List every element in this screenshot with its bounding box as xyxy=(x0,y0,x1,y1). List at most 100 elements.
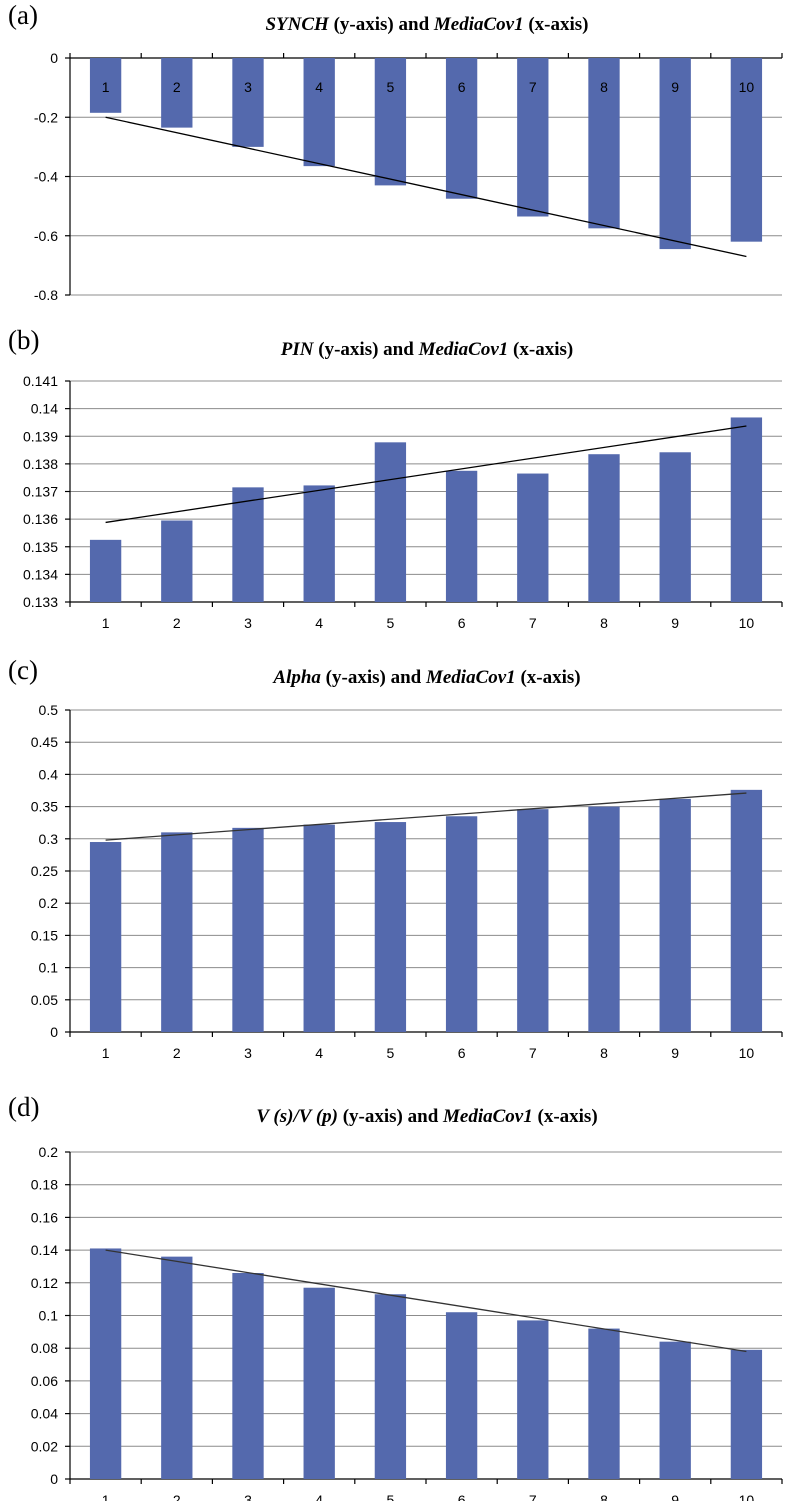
x-tick-label: 6 xyxy=(458,79,466,95)
bar-9 xyxy=(660,1342,691,1479)
x-tick-label: 8 xyxy=(600,79,608,95)
y-tick-label: 0.05 xyxy=(31,992,58,1008)
bar-7 xyxy=(517,474,548,602)
y-tick-label: -0.8 xyxy=(34,287,58,303)
bar-2 xyxy=(161,1257,192,1479)
x-tick-label: 4 xyxy=(315,79,323,95)
x-tick-label: 1 xyxy=(102,1492,110,1501)
bar-7 xyxy=(517,1320,548,1479)
y-tick-label: 0.06 xyxy=(31,1373,58,1389)
x-tick-label: 4 xyxy=(315,1492,323,1501)
x-tick-label: 6 xyxy=(458,1492,466,1501)
y-tick-label: 0.135 xyxy=(23,539,58,555)
y-tick-label: 0.2 xyxy=(39,895,59,911)
bar-3 xyxy=(232,1273,263,1479)
bar-6 xyxy=(446,471,477,602)
trendline xyxy=(106,793,747,840)
bar-10 xyxy=(731,417,762,602)
x-tick-label: 9 xyxy=(671,615,679,631)
x-tick-label: 5 xyxy=(387,1492,395,1501)
x-tick-label: 10 xyxy=(739,79,755,95)
x-tick-label: 4 xyxy=(315,615,323,631)
x-tick-label: 2 xyxy=(173,1045,181,1061)
y-tick-label: 0.134 xyxy=(23,566,58,582)
y-tick-label: 0.5 xyxy=(39,702,59,718)
y-tick-label: 0.137 xyxy=(23,484,58,500)
bar-1 xyxy=(90,1248,121,1479)
bar-8 xyxy=(588,1329,619,1479)
y-tick-label: 0.133 xyxy=(23,594,58,610)
bar-5 xyxy=(375,822,406,1032)
y-tick-label: 0.1 xyxy=(39,960,59,976)
y-tick-label: 0.2 xyxy=(39,1144,59,1160)
x-tick-label: 10 xyxy=(739,1045,755,1061)
chart-svg-c: 0.50.450.40.350.30.250.20.150.10.0501 2 3 4… xyxy=(0,655,794,1055)
y-tick-label: 0.25 xyxy=(31,863,58,879)
x-tick-label: 8 xyxy=(600,1492,608,1501)
bar-8 xyxy=(588,807,619,1032)
trendline xyxy=(106,426,747,522)
x-tick-label: 3 xyxy=(244,1045,252,1061)
bar-3 xyxy=(232,828,263,1032)
y-tick-label: 0.15 xyxy=(31,927,58,943)
x-tick-label: 7 xyxy=(529,1045,537,1061)
x-tick-label: 4 xyxy=(315,1045,323,1061)
bar-1 xyxy=(90,842,121,1032)
x-tick-label: 2 xyxy=(173,1492,181,1501)
y-tick-label: 0.141 xyxy=(23,373,58,389)
y-tick-label: 0.14 xyxy=(31,401,58,417)
x-tick-label: 10 xyxy=(739,615,755,631)
x-tick-label: 5 xyxy=(387,1045,395,1061)
y-tick-label: -0.6 xyxy=(34,228,58,244)
chart-panel-a: (a) SYNCH (y-axis) and MediaCov1 (x-axis… xyxy=(0,0,794,300)
y-tick-label: 0.04 xyxy=(31,1406,58,1422)
bar-4 xyxy=(304,485,335,602)
bar-5 xyxy=(375,58,406,185)
bar-6 xyxy=(446,816,477,1032)
chart-panel-d: (d) V (s)/V (p) (y-axis) and MediaCov1 (… xyxy=(0,1092,794,1501)
y-tick-label: 0.35 xyxy=(31,799,58,815)
bar-5 xyxy=(375,442,406,602)
y-tick-label: 0.16 xyxy=(31,1209,58,1225)
chart-panel-b: (b) PIN (y-axis) and MediaCov1 (x-axis) … xyxy=(0,325,794,645)
x-tick-label: 7 xyxy=(529,79,537,95)
bar-2 xyxy=(161,832,192,1032)
y-tick-label: -0.4 xyxy=(34,169,58,185)
y-tick-label: 0.136 xyxy=(23,511,58,527)
bar-4 xyxy=(304,1288,335,1479)
x-tick-label: 6 xyxy=(458,615,466,631)
x-tick-label: 5 xyxy=(387,615,395,631)
bar-2 xyxy=(161,521,192,602)
bar-4 xyxy=(304,825,335,1032)
y-tick-label: 0.4 xyxy=(39,766,59,782)
x-tick-label: 2 xyxy=(173,79,181,95)
chart-panel-c: (c) Alpha (y-axis) and MediaCov1 (x-axis… xyxy=(0,655,794,1055)
bar-9 xyxy=(660,452,691,602)
y-tick-label: 0.12 xyxy=(31,1275,58,1291)
x-tick-label: 9 xyxy=(671,1492,679,1501)
x-tick-label: 1 xyxy=(102,615,110,631)
chart-svg-d: 0.2 0.18 0.16 0.14 0.12 0.1 0.08 0.06 0.04 0.02 0 1… xyxy=(0,1092,794,1501)
y-tick-label: 0 xyxy=(50,1471,58,1487)
y-tick-label: 0.138 xyxy=(23,456,58,472)
chart-svg-a: 0-0.2-0.4-0.6-0.81 2 3 4 5 6 7 8 9 10 xyxy=(0,0,794,300)
bar-8 xyxy=(588,454,619,602)
trendline xyxy=(106,1250,747,1351)
bar-6 xyxy=(446,1312,477,1479)
y-tick-label: 0 xyxy=(50,1024,58,1040)
y-tick-label: 0.08 xyxy=(31,1340,58,1356)
x-tick-label: 8 xyxy=(600,615,608,631)
bar-3 xyxy=(232,58,263,147)
x-tick-label: 8 xyxy=(600,1045,608,1061)
bar-5 xyxy=(375,1294,406,1479)
y-tick-label: 0.14 xyxy=(31,1242,58,1258)
x-tick-label: 1 xyxy=(102,1045,110,1061)
bar-10 xyxy=(731,790,762,1032)
y-tick-label: 0 xyxy=(50,50,58,66)
bar-10 xyxy=(731,1350,762,1479)
x-tick-label: 3 xyxy=(244,79,252,95)
x-tick-label: 10 xyxy=(739,1492,755,1501)
chart-svg-b: 0.141 0.14 0.139 0.138 0.137 0.136 0.135 0.134 0… xyxy=(0,325,794,645)
x-tick-label: 2 xyxy=(173,615,181,631)
y-tick-label: 0.139 xyxy=(23,428,58,444)
